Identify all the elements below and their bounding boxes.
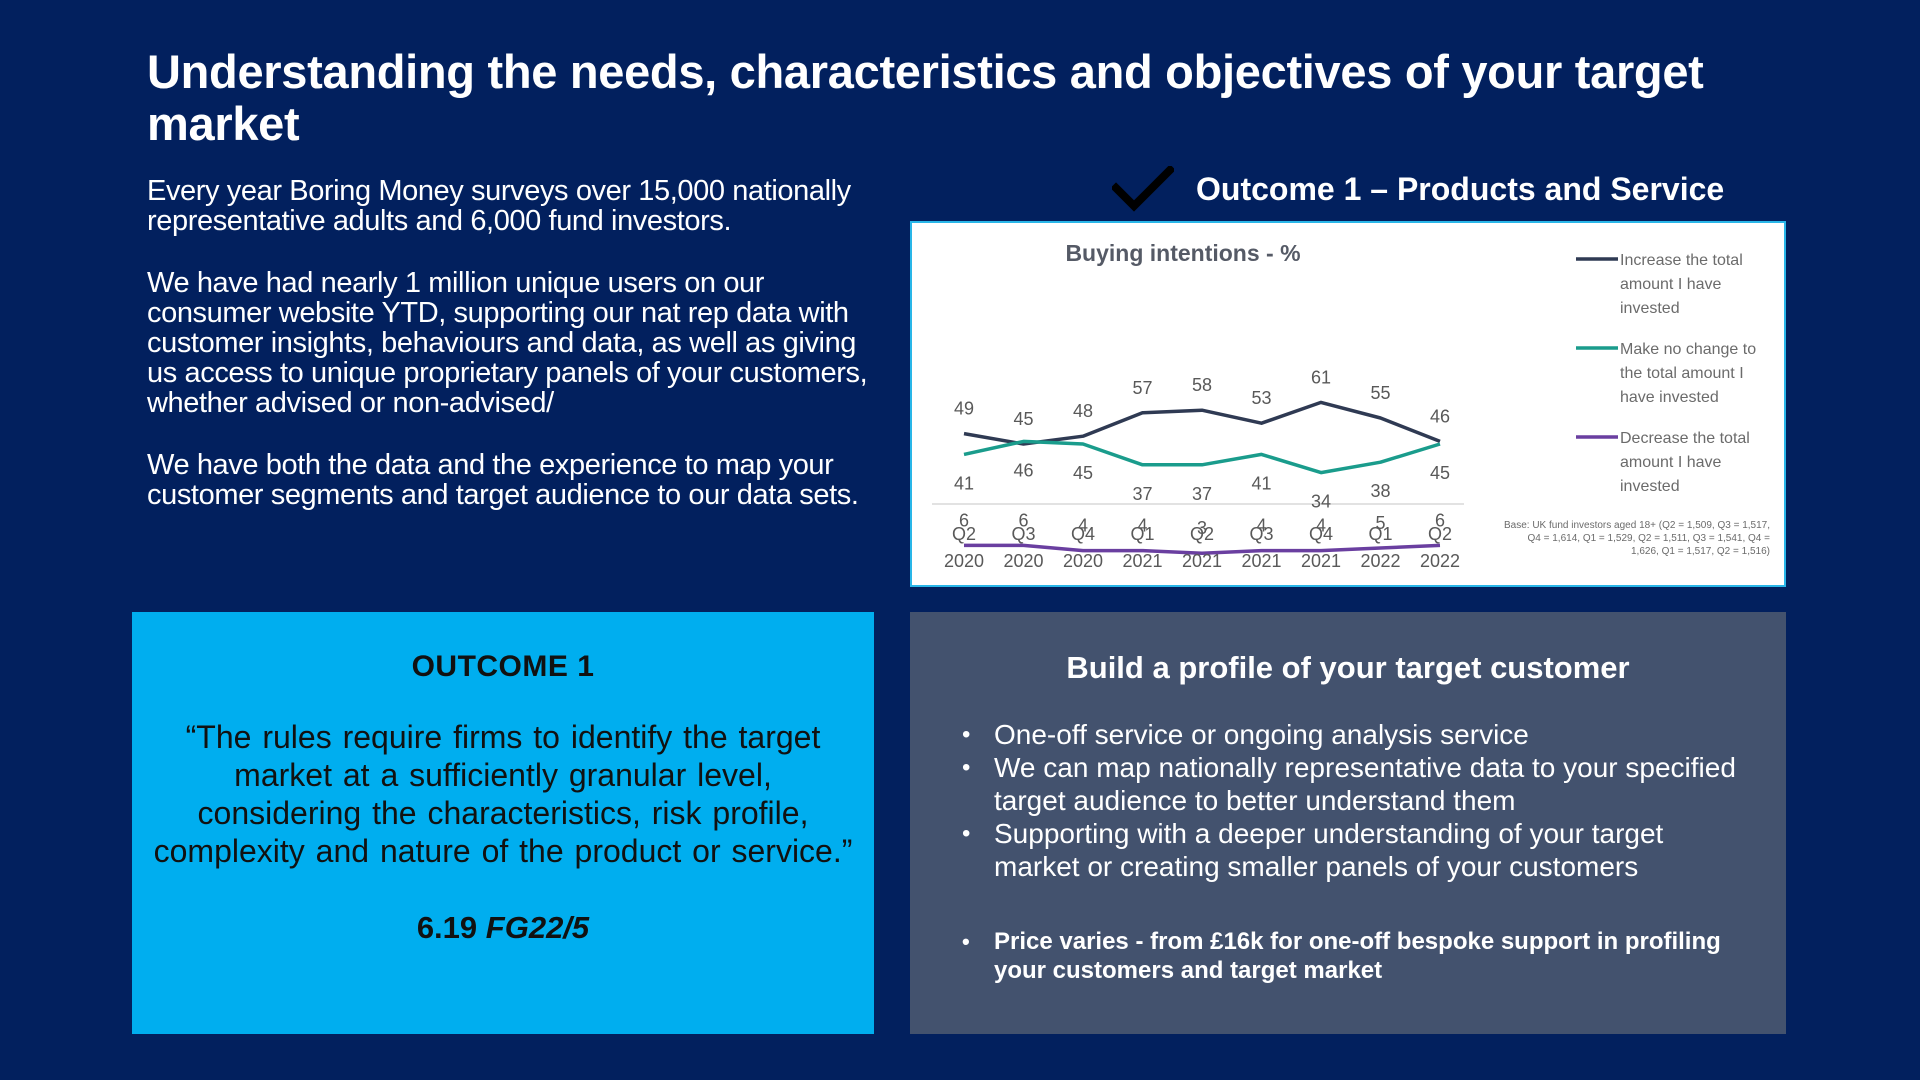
data-label: 45 <box>1073 463 1093 483</box>
checkmark-icon <box>1112 166 1174 212</box>
data-label: 4 <box>1078 516 1088 536</box>
outcome-header: Outcome 1 – Products and Service <box>1112 164 1724 214</box>
outcome-reference: 6.19 FG22/5 <box>132 910 874 946</box>
legend-label: invested <box>1620 478 1680 495</box>
data-label: 34 <box>1311 492 1331 512</box>
series-line-2 <box>963 439 1441 475</box>
outcome-header-label: Outcome 1 – Products and Service <box>1196 170 1725 207</box>
profile-bullet-list: One-off service or ongoing analysis serv… <box>910 718 1786 883</box>
data-label: 37 <box>1192 484 1212 504</box>
intro-paragraph-1: Every year Boring Money surveys over 15,… <box>147 175 851 237</box>
profile-bullet: We can map nationally representative dat… <box>952 751 1756 817</box>
x-tick-label: Q3 <box>1011 524 1035 544</box>
profile-box-heading: Build a profile of your target customer <box>1066 650 1630 685</box>
data-label: 38 <box>1370 481 1390 501</box>
x-tick-label: 2020 <box>944 551 984 571</box>
profile-box: Build a profile of your target customer … <box>910 612 1786 1034</box>
data-label: 45 <box>1430 463 1450 483</box>
page-title: Understanding the needs, characteristics… <box>147 45 1704 150</box>
x-tick-label: 2021 <box>1122 551 1162 571</box>
data-label: 6 <box>959 510 969 530</box>
data-label: 46 <box>1013 460 1033 480</box>
data-label: 61 <box>1311 367 1331 387</box>
chart-title: Buying intentions - % <box>1065 240 1300 266</box>
data-label: 37 <box>1132 484 1152 504</box>
x-tick-label: Q2 <box>952 524 976 544</box>
x-tick-label: Q1 <box>1130 524 1154 544</box>
series-line-1 <box>963 400 1441 446</box>
reference-number: 6.19 <box>416 910 478 945</box>
x-tick-label: 2022 <box>1420 551 1460 571</box>
x-tick-label: 2022 <box>1360 551 1400 571</box>
data-label: 3 <box>1197 518 1207 538</box>
data-label: 5 <box>1375 513 1385 533</box>
data-label: 41 <box>954 473 974 493</box>
series-line-3 <box>964 543 1441 555</box>
data-label: 6 <box>1018 510 1028 530</box>
legend-label: Make no change to <box>1620 341 1756 358</box>
x-tick-label: 2020 <box>1003 551 1043 571</box>
data-label: 55 <box>1370 383 1390 403</box>
legend-label: invested <box>1620 300 1680 317</box>
buying-intentions-chart: Buying intentions - % 49 45 48 57 58 53 61 55 46 4… <box>910 221 1786 587</box>
legend-label: Increase the total <box>1620 252 1743 269</box>
x-tick-label: 2021 <box>1301 551 1341 571</box>
outcome-box: OUTCOME 1 “The rules require firms to id… <box>132 612 874 1034</box>
data-label: 6 <box>1435 510 1445 530</box>
reference-document: FG22/5 <box>485 910 590 945</box>
x-tick-label: 2021 <box>1241 551 1281 571</box>
data-label: 4 <box>1316 516 1326 536</box>
legend-label: amount I have <box>1620 454 1722 471</box>
chart-base-note: Base: UK fund investors aged 18+ (Q2 = 1… <box>1503 520 1770 557</box>
intro-paragraph-2: We have had nearly 1 million unique user… <box>147 267 868 419</box>
legend-label: the total amount I <box>1620 365 1744 382</box>
outcome-quote: “The rules require firms to identify the… <box>153 719 853 869</box>
data-label: 53 <box>1251 388 1271 408</box>
data-label: 4 <box>1256 516 1266 536</box>
price-note: Price varies - from £16k for one-off bes… <box>952 927 1756 985</box>
data-label: 46 <box>1430 406 1450 426</box>
x-tick-label: Q3 <box>1249 524 1273 544</box>
data-label: 45 <box>1013 409 1033 429</box>
x-tick-label: 2020 <box>1063 551 1103 571</box>
x-tick-label: Q2 <box>1428 524 1452 544</box>
legend-label: amount I have <box>1620 276 1722 293</box>
x-tick-label: Q4 <box>1071 524 1095 544</box>
x-tick-label: Q1 <box>1368 524 1392 544</box>
data-label: 41 <box>1251 473 1271 493</box>
legend-label: have invested <box>1620 389 1719 406</box>
data-label: 57 <box>1132 378 1152 398</box>
data-label: 49 <box>954 399 974 419</box>
outcome-box-heading: OUTCOME 1 <box>411 650 595 683</box>
profile-bullet: One-off service or ongoing analysis serv… <box>952 718 1756 751</box>
x-tick-label: 2021 <box>1182 551 1222 571</box>
profile-bullet: Supporting with a deeper understanding o… <box>952 817 1756 883</box>
intro-text: Every year Boring Money surveys over 15,… <box>147 176 877 542</box>
data-label: 4 <box>1137 516 1147 536</box>
x-tick-label: Q2 <box>1190 524 1214 544</box>
intro-paragraph-3: We have both the data and the experience… <box>147 449 859 511</box>
data-label: 58 <box>1192 375 1212 395</box>
data-label: 48 <box>1073 401 1093 421</box>
x-tick-label: Q4 <box>1309 524 1333 544</box>
legend-label: Decrease the total <box>1620 430 1750 447</box>
